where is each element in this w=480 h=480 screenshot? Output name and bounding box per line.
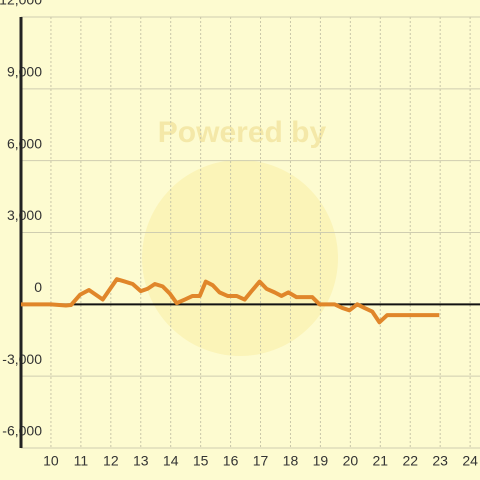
x-tick-label: 24: [462, 453, 478, 469]
x-tick-label: 14: [163, 453, 179, 469]
x-tick-label: 10: [43, 453, 59, 469]
x-tick-label: 23: [432, 453, 448, 469]
x-tick-label: 18: [283, 453, 299, 469]
x-tick-label: 13: [133, 453, 149, 469]
y-tick-label: 3,000: [7, 207, 42, 223]
x-tick-label: 20: [343, 453, 359, 469]
y-tick-label: 9,000: [7, 64, 42, 80]
x-tick-label: 12: [103, 453, 119, 469]
watermark-logo: [142, 160, 338, 356]
watermark: Powered by: [158, 116, 327, 149]
x-tick-label: 22: [402, 453, 418, 469]
data-line: [21, 277, 440, 325]
x-tick-label: 11: [74, 453, 89, 469]
x-tick-label: 21: [373, 453, 389, 469]
x-tick-label: 17: [253, 453, 269, 469]
x-tick-label: 19: [313, 453, 329, 469]
x-tick-label: 15: [193, 453, 209, 469]
y-tick-label: 0: [34, 279, 42, 295]
y-tick-label: 12,000: [0, 0, 42, 8]
y-tick-label: 6,000: [7, 135, 42, 151]
x-tick-label: 16: [223, 453, 239, 469]
